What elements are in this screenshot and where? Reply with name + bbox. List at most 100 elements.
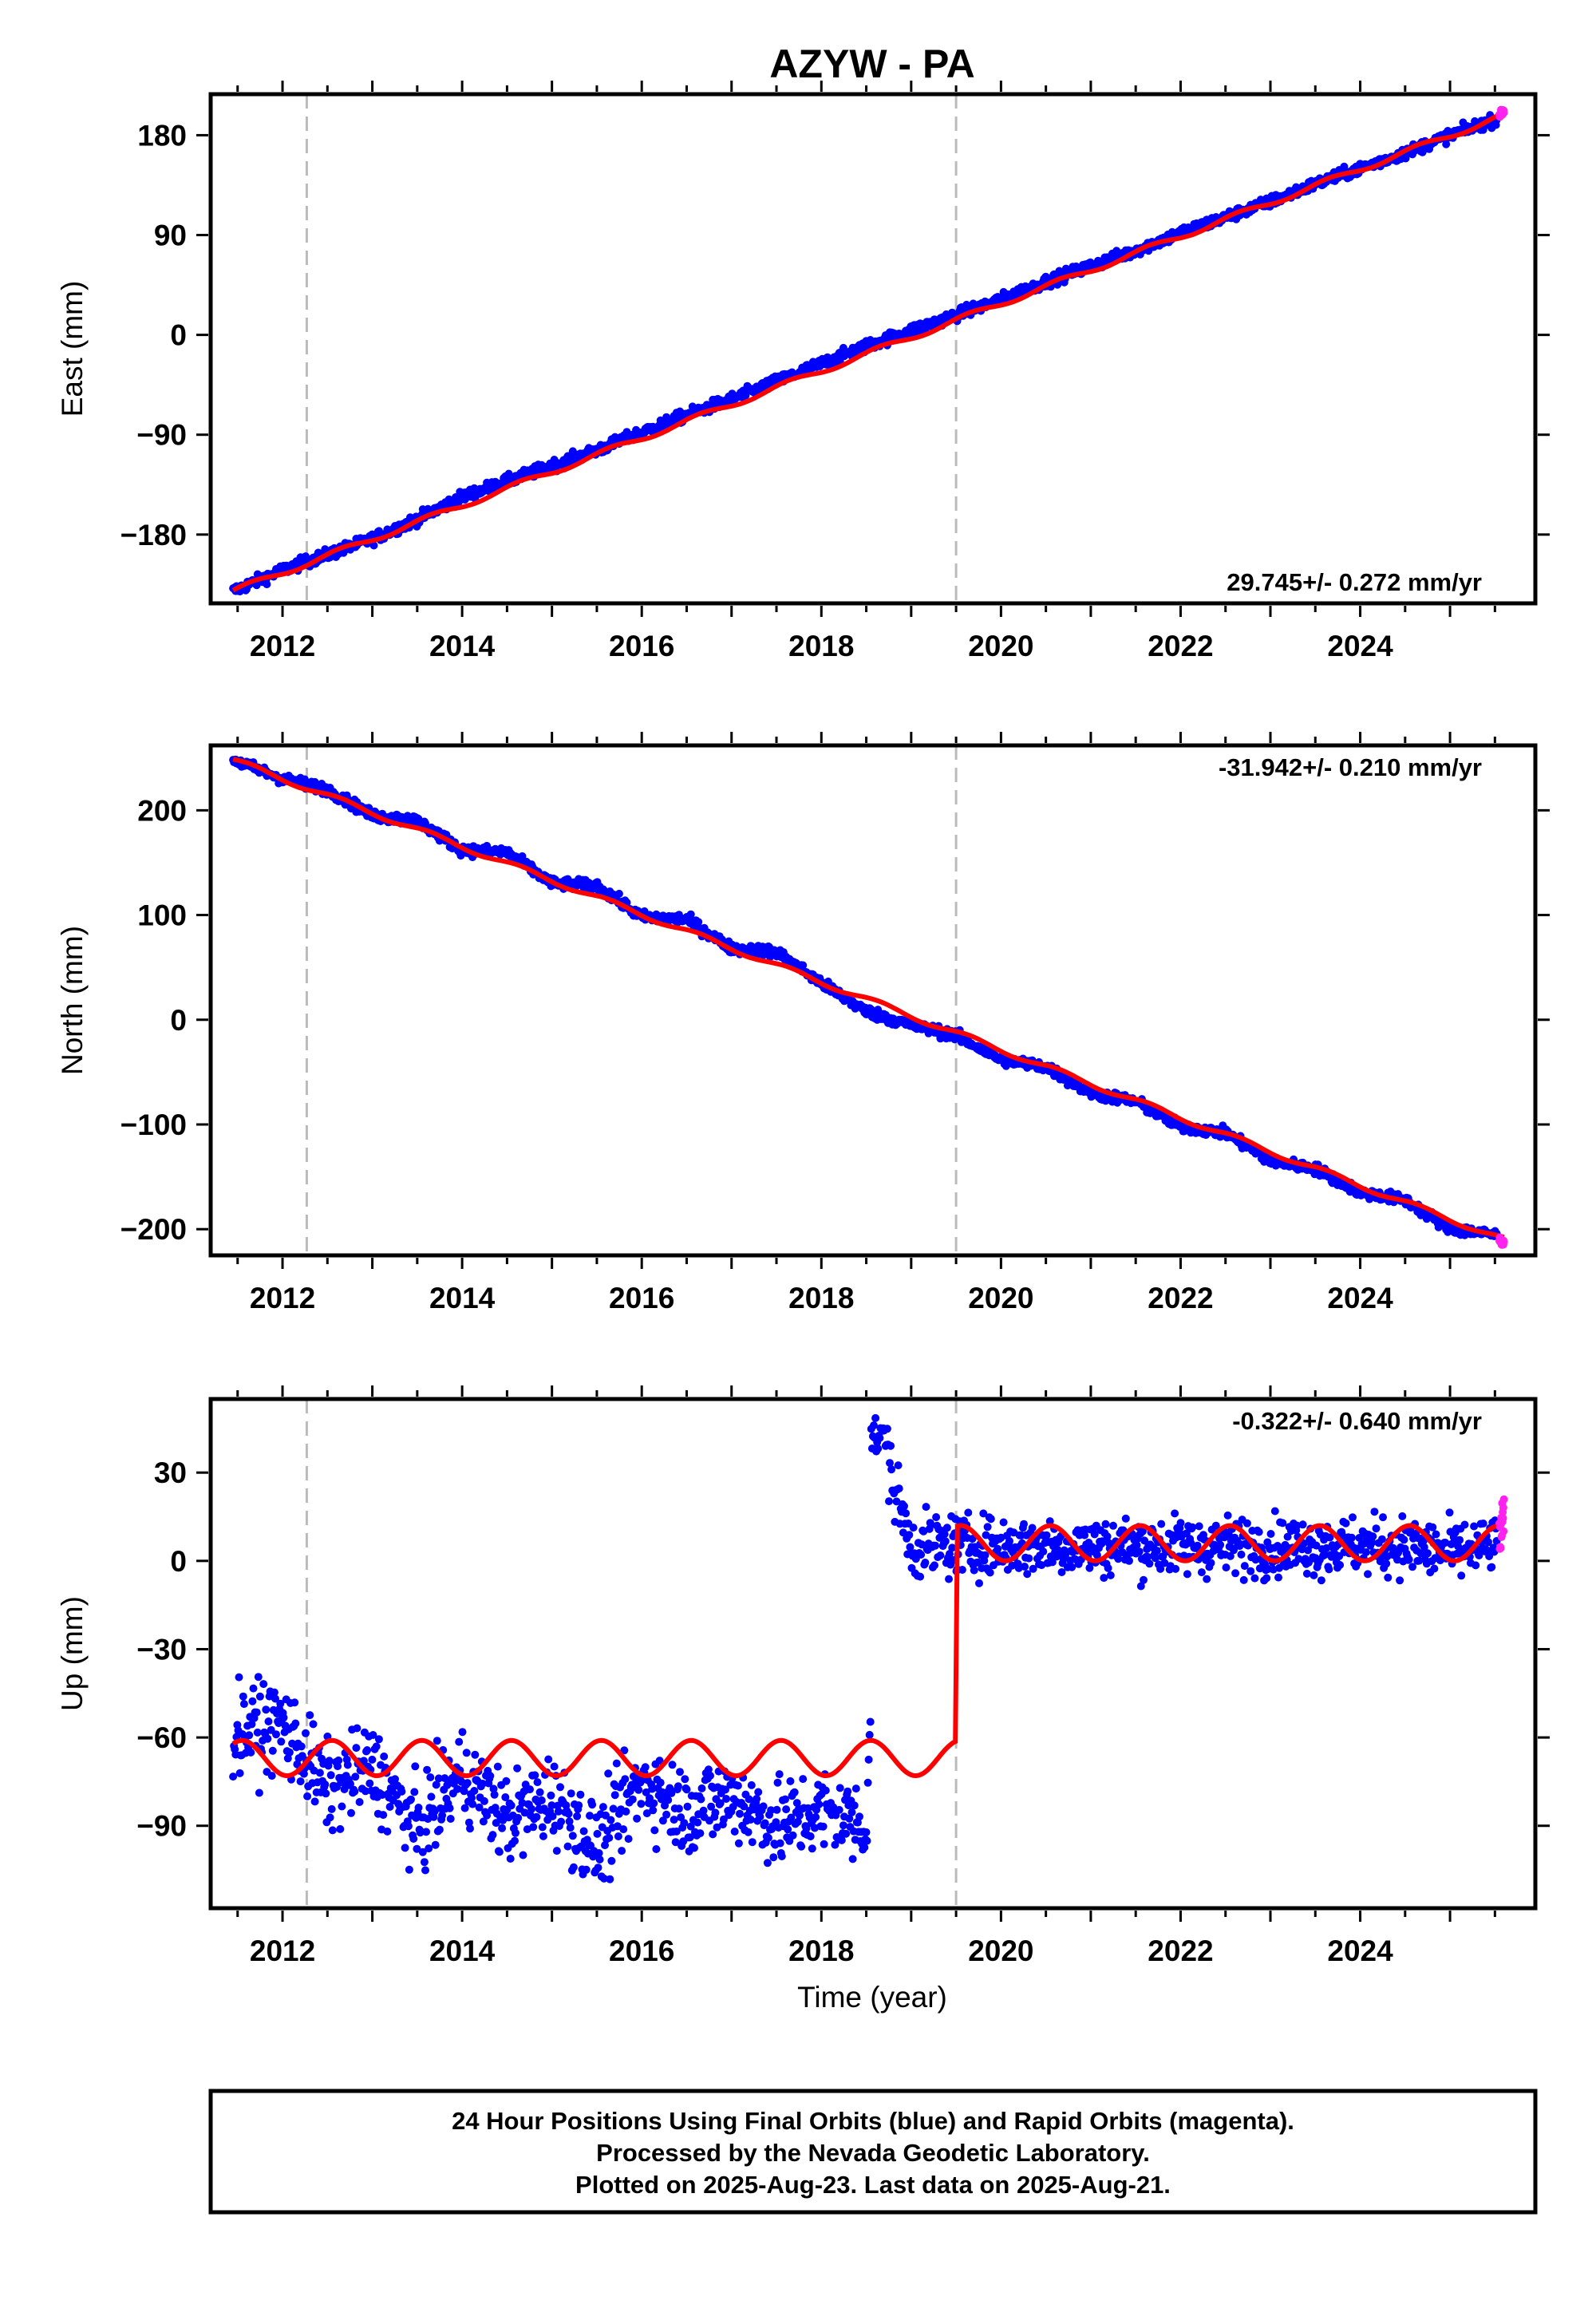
data-point xyxy=(310,1797,319,1806)
data-point xyxy=(808,1844,816,1853)
data-point xyxy=(764,1833,772,1842)
x-tick-label: 2018 xyxy=(788,1282,854,1314)
data-point xyxy=(864,1755,873,1764)
data-point xyxy=(1151,1554,1159,1563)
data-point xyxy=(842,1829,851,1838)
data-point xyxy=(634,1785,643,1794)
data-point xyxy=(383,1827,392,1836)
data-point xyxy=(895,1484,903,1493)
data-point xyxy=(283,1754,292,1763)
data-point xyxy=(599,1874,608,1883)
data-point xyxy=(932,1513,941,1521)
data-point xyxy=(1106,1571,1115,1579)
data-point xyxy=(453,1784,462,1793)
data-point xyxy=(361,1787,369,1796)
data-point xyxy=(680,1819,689,1828)
data-point xyxy=(788,1831,797,1840)
data-point xyxy=(276,1699,285,1708)
plot-area-east xyxy=(229,94,1508,603)
data-point xyxy=(1266,1530,1275,1538)
data-point xyxy=(347,1808,355,1817)
data-point xyxy=(602,1811,610,1820)
data-point xyxy=(716,1799,725,1808)
data-point xyxy=(303,1792,312,1800)
data-point xyxy=(664,1796,673,1804)
data-point xyxy=(575,1801,583,1810)
data-point xyxy=(411,1762,420,1771)
data-point xyxy=(1230,1546,1238,1555)
data-point xyxy=(440,1774,449,1783)
data-point xyxy=(1472,1561,1480,1570)
data-point xyxy=(936,1551,945,1559)
data-point xyxy=(733,1781,742,1790)
data-point xyxy=(926,1520,935,1529)
y-tick-label: −90 xyxy=(136,1810,187,1843)
panel-up: 2012 2014 2016 2018 2020 2022 2024−90−60−30030… xyxy=(56,1385,1550,1967)
rapid-data-point xyxy=(1499,1504,1507,1512)
rapid-data-point xyxy=(1499,1527,1508,1535)
data-point xyxy=(713,1823,721,1832)
data-point xyxy=(697,1795,705,1804)
data-point xyxy=(709,1830,717,1839)
data-point xyxy=(745,1795,753,1804)
data-point xyxy=(582,1865,591,1874)
data-point xyxy=(1274,1573,1282,1582)
data-point xyxy=(425,1844,433,1853)
data-point xyxy=(885,1497,893,1506)
footer-line-2: Processed by the Nevada Geodetic Laborat… xyxy=(596,2139,1150,2167)
panel-frame xyxy=(208,1397,1538,1911)
data-point xyxy=(426,1773,435,1781)
data-point xyxy=(235,1673,243,1682)
data-point xyxy=(279,1713,288,1722)
data-point xyxy=(479,1817,488,1826)
data-point xyxy=(637,1800,646,1808)
data-point xyxy=(489,1784,498,1793)
x-tick-label: 2024 xyxy=(1327,1282,1393,1314)
data-point xyxy=(495,1848,504,1856)
data-point xyxy=(784,1825,792,1834)
data-point xyxy=(512,1828,519,1837)
data-point xyxy=(604,1769,613,1778)
data-point xyxy=(422,1828,430,1836)
data-point xyxy=(405,1865,413,1874)
data-point xyxy=(576,1790,585,1799)
footer-frame xyxy=(208,2089,1538,2215)
x-tick-label: 2012 xyxy=(250,1282,315,1314)
data-point xyxy=(1364,1570,1372,1579)
data-point xyxy=(594,1863,602,1872)
data-point xyxy=(606,1875,614,1883)
data-point xyxy=(1283,1532,1292,1541)
data-point xyxy=(1310,1571,1318,1579)
data-point xyxy=(407,1795,415,1804)
y-tick-label: −60 xyxy=(136,1721,187,1754)
data-point xyxy=(1042,1531,1051,1539)
data-point xyxy=(247,1748,255,1757)
data-point xyxy=(1193,1541,1202,1550)
data-point xyxy=(1398,1512,1407,1520)
data-point xyxy=(843,1787,852,1796)
data-point xyxy=(605,1833,614,1842)
data-point xyxy=(865,1730,874,1739)
data-point xyxy=(655,1757,664,1765)
data-point xyxy=(707,1802,716,1811)
data-point xyxy=(1121,1514,1130,1523)
data-point xyxy=(480,1796,488,1805)
figure-title: AZYW - PA xyxy=(769,41,974,86)
data-point xyxy=(753,1795,761,1803)
data-point xyxy=(744,1828,753,1836)
data-point xyxy=(235,1769,244,1777)
data-point xyxy=(552,1847,561,1856)
rapid-orbit-points xyxy=(1495,105,1508,121)
data-point xyxy=(593,1829,602,1838)
data-point xyxy=(620,1746,629,1755)
data-point xyxy=(1470,1522,1479,1531)
data-point xyxy=(378,1791,387,1799)
data-point xyxy=(595,1856,604,1863)
data-point xyxy=(1442,140,1451,148)
data-point xyxy=(514,1813,523,1822)
data-point xyxy=(1195,1522,1203,1531)
data-point xyxy=(262,1705,271,1714)
data-point xyxy=(492,1819,500,1828)
data-point xyxy=(418,1848,427,1856)
